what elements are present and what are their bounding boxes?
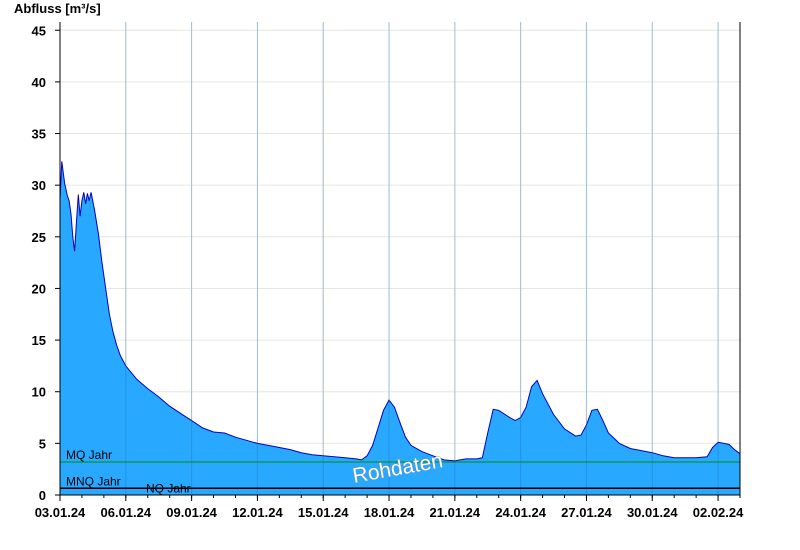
- series-area: [59, 22, 741, 495]
- x-tick-label: 18.01.24: [364, 505, 415, 520]
- series-area-fill: [60, 161, 740, 495]
- y-tick-label: 45: [32, 23, 46, 38]
- x-tick-label: 12.01.24: [232, 505, 283, 520]
- x-tick-label: 06.01.24: [101, 505, 152, 520]
- y-tick-label: 15: [32, 333, 46, 348]
- y-tick-label: 40: [32, 75, 46, 90]
- x-tick-label: 21.01.24: [430, 505, 481, 520]
- y-tick-label: 0: [39, 488, 46, 503]
- y-axis-label: Abfluss [m³/s]: [14, 1, 101, 16]
- mnq-label: MNQ Jahr: [66, 474, 121, 488]
- x-tick-label: 03.01.24: [35, 505, 86, 520]
- x-tick-label: 15.01.24: [298, 505, 349, 520]
- x-tick-label: 02.02.24: [693, 505, 744, 520]
- x-tick-label: 27.01.24: [561, 505, 612, 520]
- reference-lines: MQ Jahr MNQ Jahr NQ Jahr: [60, 448, 740, 495]
- y-tick-label: 20: [32, 281, 46, 296]
- y-tick-label: 35: [32, 127, 46, 142]
- y-tick-labels: 0 5 10 15 20 25 30 35 40 45: [32, 23, 46, 503]
- y-tick-label: 5: [39, 436, 46, 451]
- series-line: [59, 161, 741, 462]
- x-tick-label: 30.01.24: [627, 505, 678, 520]
- mq-label: MQ Jahr: [66, 448, 112, 462]
- axes: [55, 22, 741, 501]
- nq-label: NQ Jahr: [146, 481, 191, 495]
- y-tick-label: 25: [32, 230, 46, 245]
- y-tick-label: 30: [32, 178, 46, 193]
- x-tick-label: 09.01.24: [166, 505, 217, 520]
- x-tick-label: 24.01.24: [495, 505, 546, 520]
- gridlines: [59, 22, 740, 495]
- y-tick-label: 10: [32, 385, 46, 400]
- x-tick-labels: 03.01.24 06.01.24 09.01.24 12.01.24 15.01.24…: [35, 505, 744, 520]
